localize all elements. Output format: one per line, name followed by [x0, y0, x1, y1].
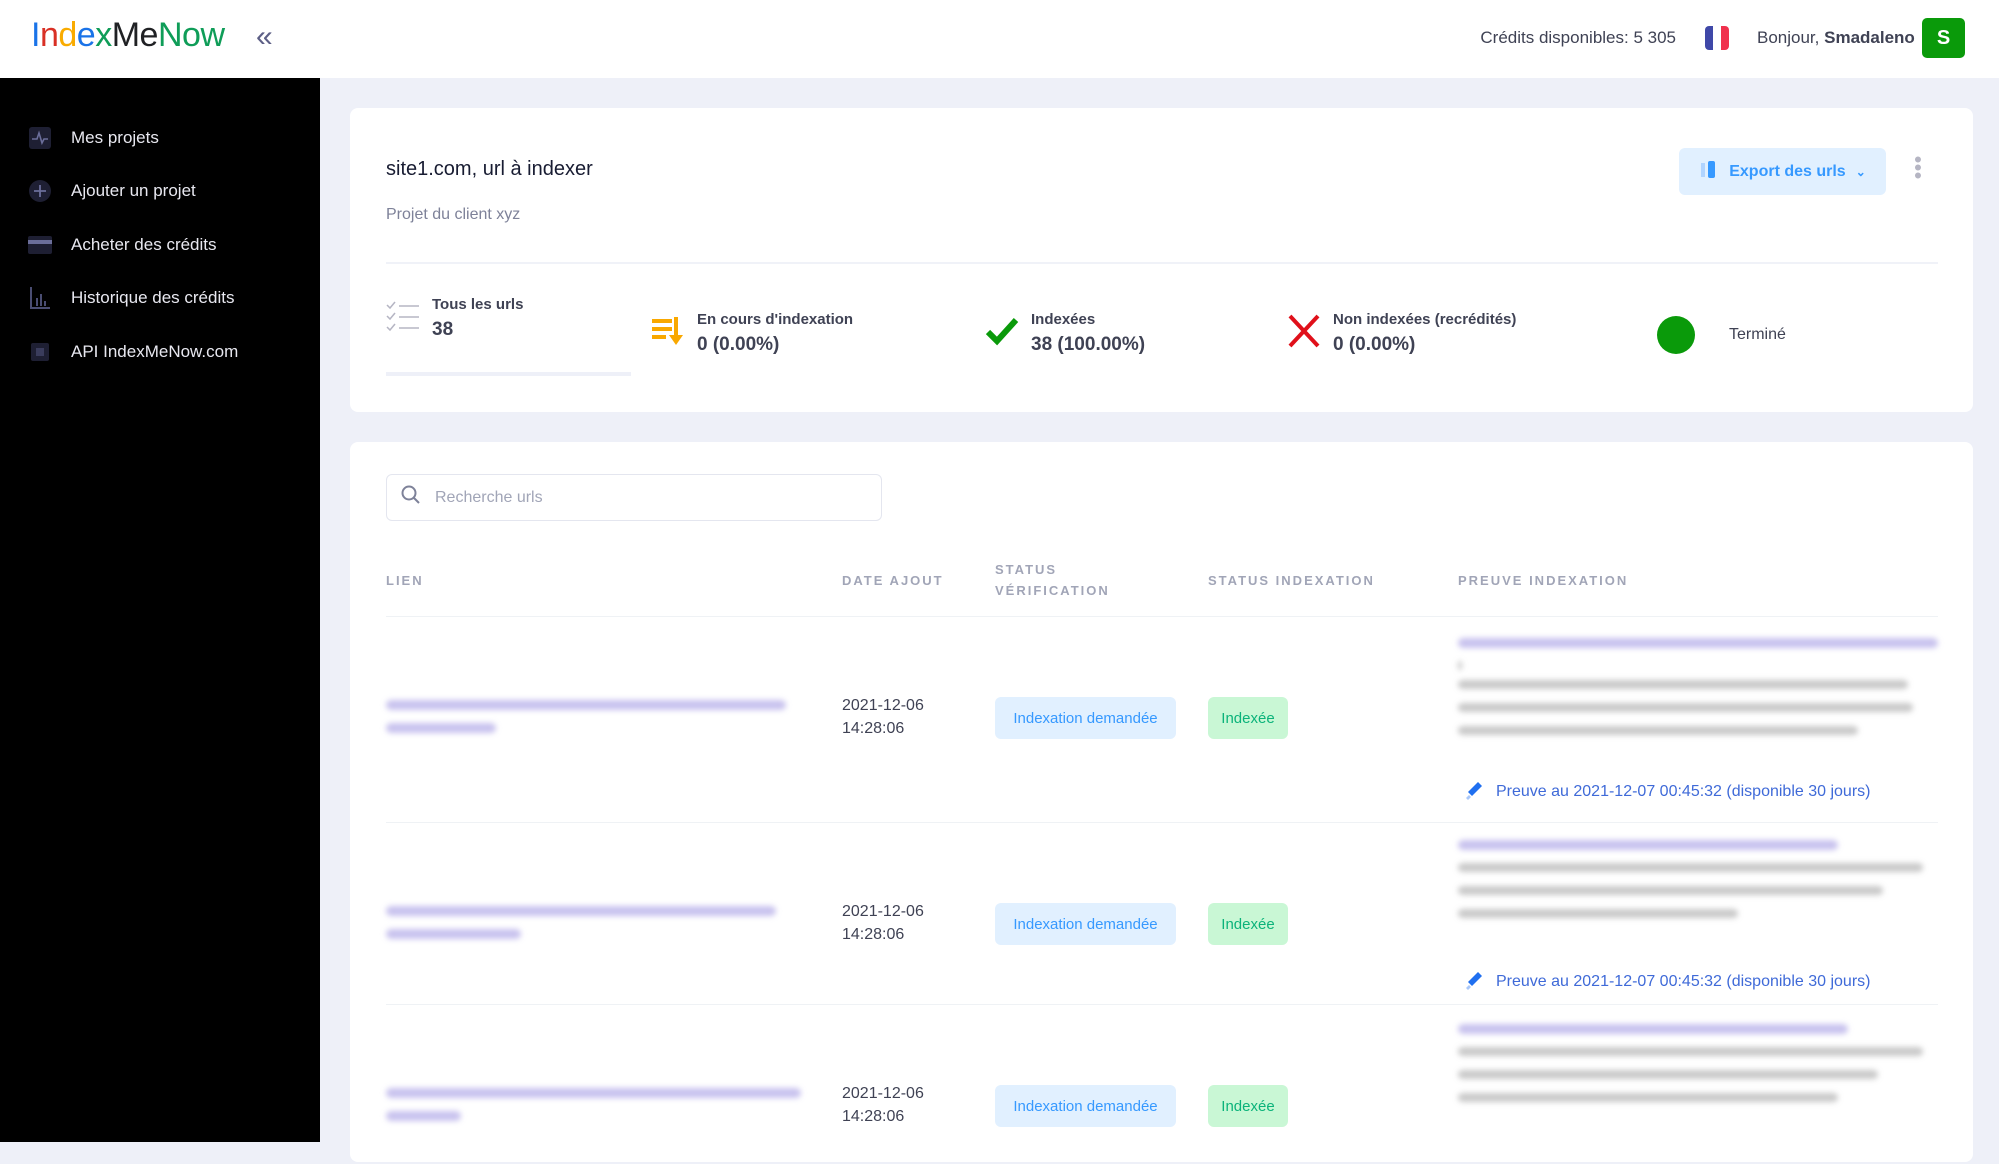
- logo-letter: d: [58, 16, 77, 54]
- activity-icon: [28, 126, 52, 150]
- checklist-icon: [386, 299, 420, 338]
- proof-snippet-redacted: [1458, 638, 1938, 749]
- verification-status-badge: Indexation demandée: [995, 1085, 1176, 1127]
- logo[interactable]: IndexMeNow: [31, 16, 225, 55]
- divider: [386, 822, 1938, 823]
- top-header: IndexMeNow « Crédits disponibles: 5 305 …: [0, 0, 1999, 78]
- bar-chart-icon: [28, 286, 52, 310]
- project-summary-card: site1.com, url à indexer Projet du clien…: [350, 108, 1973, 412]
- more-options-icon[interactable]: • • •: [1914, 147, 1922, 188]
- logo-letter: w: [200, 16, 225, 54]
- logo-letter: o: [182, 16, 201, 54]
- url-link-redacted[interactable]: [386, 700, 806, 746]
- stat-tous-urls[interactable]: Tous les urls 38: [386, 296, 523, 341]
- sidebar-item-mes-projets[interactable]: Mes projets: [28, 126, 159, 150]
- search-icon: [401, 485, 421, 510]
- stat-indexees[interactable]: Indexées 38 (100.00%): [985, 311, 1145, 356]
- table-row: 2021-12-06 14:28:06 Indexation demandée I…: [350, 822, 1973, 1004]
- sidebar: Mes projets Ajouter un projet Acheter de…: [0, 78, 320, 1142]
- proof-link[interactable]: Preuve au 2021-12-07 00:45:32 (disponibl…: [1464, 968, 1870, 995]
- plus-circle-icon: [28, 179, 52, 203]
- logo-letter: e: [139, 16, 159, 54]
- verification-status-badge: Indexation demandée: [995, 697, 1176, 739]
- divider: [386, 616, 1938, 617]
- page-title: site1.com, url à indexer: [386, 158, 593, 180]
- logo-letter: n: [39, 16, 59, 54]
- indexation-status-badge: Indexée: [1208, 697, 1288, 739]
- table-row: 2021-12-06 14:28:06 Indexation demandée I…: [350, 616, 1973, 822]
- logo-letter: x: [95, 16, 112, 54]
- url-link-redacted[interactable]: [386, 906, 806, 952]
- sidebar-item-ajouter-projet[interactable]: Ajouter un projet: [28, 179, 196, 203]
- credit-card-icon: [28, 233, 52, 257]
- divider: [386, 262, 1938, 264]
- project-subtitle: Projet du client xyz: [386, 206, 521, 223]
- username: Smadaleno: [1824, 28, 1915, 47]
- x-icon: [1287, 313, 1321, 354]
- column-header-status-indexation[interactable]: STATUS INDEXATION: [1208, 573, 1375, 588]
- avatar[interactable]: S: [1922, 18, 1965, 58]
- chip-icon: [28, 340, 52, 364]
- stat-non-indexees[interactable]: Non indexées (recrédités) 0 (0.00%): [1287, 311, 1516, 356]
- column-header-preuve[interactable]: PREUVE INDEXATION: [1458, 573, 1629, 588]
- status-badge: Terminé: [1657, 316, 1786, 354]
- export-icon: [1699, 159, 1719, 184]
- verification-status-badge: Indexation demandée: [995, 903, 1176, 945]
- indexation-status-badge: Indexée: [1208, 903, 1288, 945]
- export-urls-button[interactable]: Export des urls ⌄: [1679, 148, 1886, 195]
- sidebar-item-api[interactable]: API IndexMeNow.com: [28, 340, 238, 364]
- tag-icon: [1464, 778, 1486, 805]
- column-header-status-verification[interactable]: STATUS VÉRIFICATION: [995, 562, 1110, 598]
- stat-en-cours[interactable]: En cours d'indexation 0 (0.00%): [651, 311, 853, 356]
- credits-available: Crédits disponibles: 5 305: [1480, 28, 1676, 47]
- column-header-date[interactable]: DATE AJOUT: [842, 573, 944, 588]
- divider: [386, 1004, 1938, 1005]
- user-greeting: Bonjour, Smadaleno: [1757, 28, 1915, 47]
- date-added: 2021-12-06 14:28:06: [842, 903, 924, 943]
- search-input[interactable]: [386, 474, 882, 521]
- date-added: 2021-12-06 14:28:06: [842, 697, 924, 737]
- logo-letter: M: [111, 16, 140, 54]
- indexation-status-badge: Indexée: [1208, 1085, 1288, 1127]
- column-header-lien[interactable]: LIEN: [386, 573, 424, 588]
- url-link-redacted[interactable]: [386, 1088, 806, 1134]
- tag-icon: [1464, 968, 1486, 995]
- status-dot-icon: [1657, 316, 1695, 354]
- check-icon: [985, 316, 1019, 351]
- proof-link[interactable]: Preuve au 2021-12-07 00:45:32 (disponibl…: [1464, 778, 1870, 805]
- collapse-sidebar-icon[interactable]: «: [256, 20, 273, 53]
- proof-snippet-redacted: [1458, 840, 1938, 932]
- table-row: 2021-12-06 14:28:06 Indexation demandée I…: [350, 1004, 1973, 1164]
- sidebar-item-acheter-credits[interactable]: Acheter des crédits: [28, 233, 217, 257]
- proof-snippet-redacted: [1458, 1024, 1938, 1116]
- sort-down-icon: [651, 315, 685, 352]
- france-flag-icon[interactable]: [1705, 26, 1729, 50]
- search-urls-field[interactable]: [435, 488, 855, 507]
- logo-letter: N: [157, 16, 183, 54]
- logo-letter: e: [76, 16, 96, 54]
- active-tab-indicator: [386, 372, 631, 376]
- chevron-down-icon: ⌄: [1855, 164, 1866, 179]
- logo-letter: I: [31, 16, 40, 54]
- sidebar-item-historique-credits[interactable]: Historique des crédits: [28, 286, 234, 310]
- date-added: 2021-12-06 14:28:06: [842, 1085, 924, 1125]
